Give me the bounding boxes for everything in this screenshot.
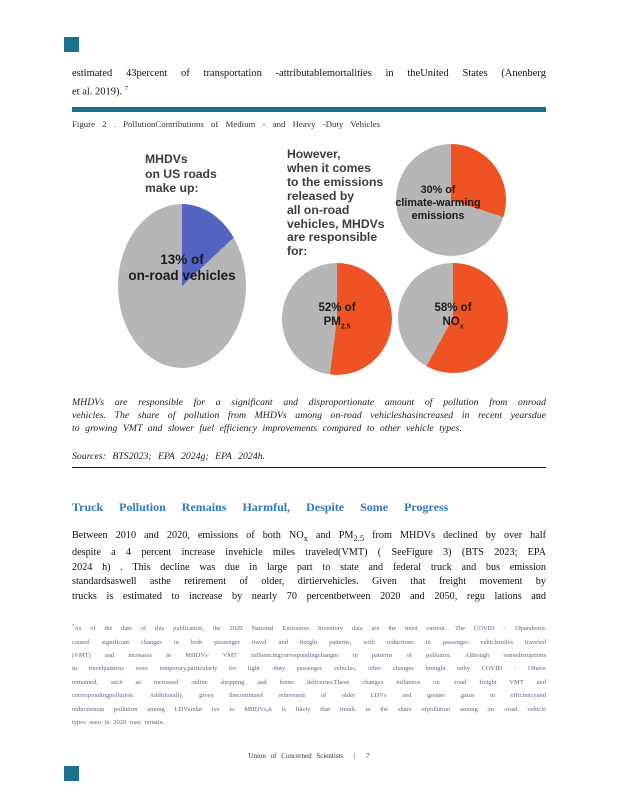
pie-chart-pm25: 52% of PM2.5: [282, 263, 392, 375]
body-paragraph: Between 2010 and 2020, emissions of both…: [72, 529, 546, 605]
pie-label-climate: 30% of climate-warming emissions: [395, 184, 481, 222]
figure-2-pollution-contributions: MHDVs on US roads make up: 13% of on-roa…: [72, 136, 546, 390]
footer-separator: |: [353, 752, 356, 760]
corner-mark-top: [64, 37, 79, 52]
figure-bottom-rule: [72, 467, 546, 468]
intro-line-1: estimated 43percent of transportation -a…: [72, 68, 546, 79]
body-line-1: Between 2010 and 2020, emissions of both…: [72, 530, 546, 544]
footer-page-number: 7: [366, 752, 370, 760]
body-line-2: despite a 4 percent increase invehicle m…: [72, 546, 546, 558]
pie-label-onroad: 13% of on-road vehicles: [128, 252, 236, 283]
pie-chart-onroad-vehicles: 13% of on-road vehicles: [118, 204, 246, 368]
pie-chart-climate-emissions: 30% of climate-warming emissions: [395, 144, 506, 256]
intro-paragraph: estimated 43percent of transportation -a…: [72, 66, 546, 100]
figure-caption: Figure 2 . PollutionContributions of Med…: [72, 119, 381, 129]
footnote-reference: 7: [124, 85, 129, 92]
figure-lead-left: MHDVs on US roads make up:: [145, 152, 217, 195]
footer-brand: Union of Concerned Scientists: [248, 752, 344, 760]
figure-sources: Sources: BTS2023; EPA 2024g; EPA 2024h.: [72, 451, 266, 462]
pie-label-nox: 58% of NOx: [434, 302, 472, 331]
footnote-paragraph: 7As of the date of this publication, the…: [72, 623, 546, 726]
section-heading: Truck Pollution Remains Harmful, Despite…: [72, 500, 449, 514]
figure-divider-rule: [72, 107, 546, 112]
corner-mark-bottom: [64, 766, 79, 781]
body-line-4: standardsaswell asthe retirement of olde…: [72, 576, 546, 588]
figure-note: MHDVs are responsible for a significant …: [72, 397, 546, 435]
body-line-3: 2024 h) . This decline was due in large …: [72, 561, 546, 573]
body-line-5: trucks is estimated to increase by nearl…: [72, 591, 546, 603]
pie-label-pm25: 52% of PM2.5: [318, 302, 356, 331]
intro-line-2: et al. 2019). 7: [72, 85, 129, 98]
page-footer: Union of Concerned Scientists | 7: [0, 752, 618, 760]
pie-chart-nox: 58% of NOx: [398, 263, 508, 373]
figure-lead-right: However, when it comes to the emissions …: [287, 147, 385, 259]
